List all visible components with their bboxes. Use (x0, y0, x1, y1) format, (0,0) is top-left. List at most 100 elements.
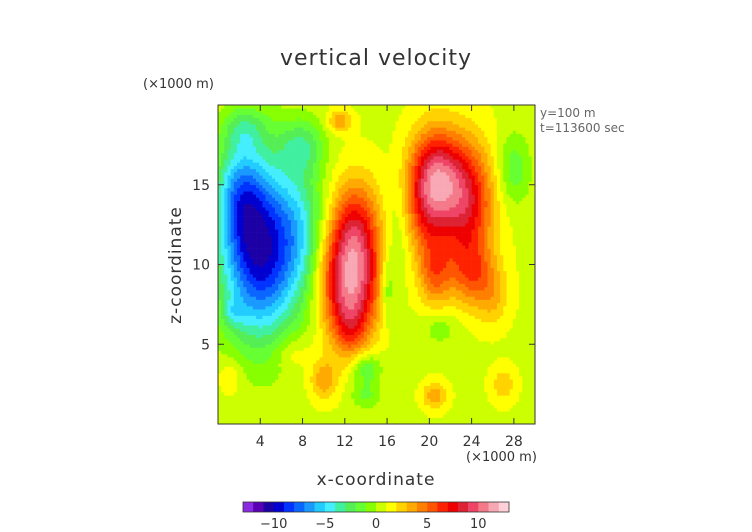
heatmap-cell (462, 382, 466, 387)
heatmap-cell (503, 264, 507, 268)
heatmap-cell (281, 388, 285, 393)
heatmap-cell (249, 353, 254, 358)
heatmap-cell (474, 331, 479, 335)
heatmap-cell (357, 293, 361, 297)
heatmap-cell (519, 286, 523, 291)
heatmap-cell (430, 357, 434, 361)
heatmap-cell (262, 290, 266, 294)
heatmap-cell (379, 277, 384, 281)
heatmap-cell (221, 398, 225, 402)
heatmap-cell (341, 283, 346, 288)
heatmap-cell (262, 331, 266, 335)
heatmap-cell (224, 357, 228, 361)
heatmap-cell (512, 363, 517, 367)
heatmap-cell (395, 366, 399, 371)
heatmap-cell (354, 290, 358, 294)
heatmap-cell (433, 270, 438, 275)
heatmap-cell (233, 296, 238, 300)
heatmap-cell (474, 360, 479, 364)
heatmap-cell (481, 414, 485, 418)
heatmap-cell (354, 331, 358, 335)
heatmap-cell (347, 286, 352, 291)
heatmap-cell (287, 363, 292, 367)
heatmap-cell (287, 404, 292, 409)
heatmap-cell (389, 318, 393, 323)
heatmap-cell (411, 318, 415, 323)
heatmap-cell (366, 363, 371, 367)
heatmap-cell (452, 382, 457, 387)
heatmap-cell (443, 293, 447, 297)
heatmap-cell (427, 283, 431, 288)
heatmap-cell (414, 312, 419, 316)
heatmap-cell (487, 353, 491, 358)
heatmap-cell (424, 312, 428, 316)
heatmap-cell (316, 331, 320, 335)
heatmap-cell (306, 293, 311, 297)
heatmap-cell (449, 395, 453, 399)
heatmap-cell (297, 382, 301, 387)
heatmap-cell (290, 277, 295, 281)
heatmap-cell (430, 315, 434, 320)
heatmap-cell (458, 274, 463, 278)
heatmap-cell (319, 357, 323, 361)
heatmap-cell (268, 264, 273, 268)
heatmap-cell (354, 312, 358, 316)
heatmap-cell (249, 401, 254, 406)
heatmap-cell (389, 398, 393, 402)
heatmap-cell (389, 408, 393, 412)
heatmap-cell (357, 408, 361, 412)
heatmap-cell (382, 363, 387, 367)
heatmap-cell (443, 331, 447, 335)
heatmap-cell (262, 264, 266, 268)
heatmap-cell (525, 277, 529, 281)
heatmap-cell (338, 290, 342, 294)
heatmap-cell (420, 293, 425, 297)
heatmap-cell (281, 328, 285, 332)
heatmap-cell (477, 388, 482, 393)
heatmap-cell (290, 395, 295, 399)
heatmap-cell (481, 299, 485, 304)
heatmap-cell (322, 347, 327, 351)
heatmap-cell (427, 360, 431, 364)
heatmap-cell (221, 318, 225, 323)
heatmap-cell (309, 382, 314, 387)
heatmap-cell (484, 382, 488, 387)
heatmap-cell (360, 392, 365, 396)
heatmap-cell (503, 347, 507, 351)
heatmap-cell (278, 264, 282, 268)
heatmap-cell (259, 296, 263, 300)
heatmap-cell (243, 302, 247, 307)
heatmap-cell (458, 344, 463, 348)
heatmap-cell (496, 283, 501, 288)
heatmap-cell (313, 379, 317, 383)
heatmap-cell (294, 321, 298, 326)
heatmap-cell (424, 347, 428, 351)
heatmap-cell (328, 341, 333, 345)
heatmap-cell (493, 344, 498, 348)
heatmap-cell (366, 264, 371, 268)
heatmap-cell (401, 363, 406, 367)
heatmap-cell (398, 337, 403, 342)
heatmap-cell (221, 350, 225, 355)
heatmap-cell (490, 312, 495, 316)
heatmap-cell (484, 353, 488, 358)
heatmap-cell (290, 270, 295, 275)
heatmap-cell (240, 321, 244, 326)
heatmap-cell (240, 280, 244, 284)
heatmap-cell (290, 414, 295, 418)
heatmap-cell (344, 325, 349, 329)
heatmap-cell (351, 411, 355, 415)
heatmap-cell (262, 398, 266, 402)
heatmap-cell (519, 270, 523, 275)
heatmap-cell (240, 290, 244, 294)
heatmap-cell (306, 392, 311, 396)
heatmap-cell (319, 293, 323, 297)
heatmap-cell (468, 350, 472, 355)
heatmap-cell (275, 363, 279, 367)
heatmap-cell (316, 411, 320, 415)
heatmap-cell (227, 369, 231, 374)
heatmap-cell (370, 328, 374, 332)
heatmap-cell (493, 385, 498, 390)
heatmap-cell (366, 290, 371, 294)
heatmap-cell (500, 315, 504, 320)
